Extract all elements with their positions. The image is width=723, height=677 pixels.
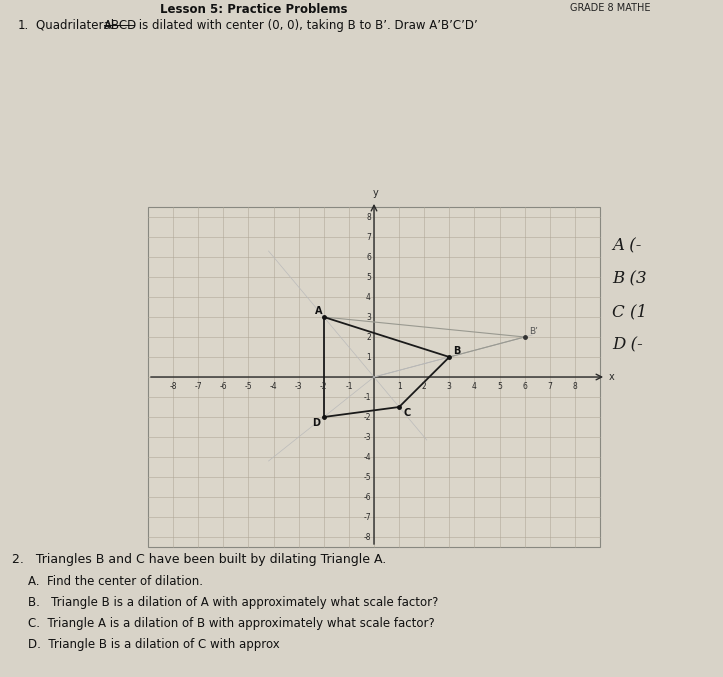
Text: x: x — [609, 372, 615, 382]
Text: -6: -6 — [220, 382, 227, 391]
Text: 8: 8 — [367, 213, 371, 221]
Text: -1: -1 — [345, 382, 353, 391]
Text: 6: 6 — [366, 253, 371, 261]
Text: D: D — [312, 418, 320, 428]
Text: -4: -4 — [270, 382, 278, 391]
Text: 6: 6 — [522, 382, 527, 391]
Text: 5: 5 — [497, 382, 502, 391]
Text: 5: 5 — [366, 273, 371, 282]
Text: -8: -8 — [169, 382, 177, 391]
Text: 4: 4 — [366, 292, 371, 301]
Text: -1: -1 — [364, 393, 371, 401]
Text: B: B — [453, 346, 461, 356]
Text: 2: 2 — [422, 382, 427, 391]
Text: -7: -7 — [364, 512, 371, 521]
Text: -3: -3 — [295, 382, 302, 391]
Text: 7: 7 — [366, 232, 371, 242]
Text: A.  Find the center of dilation.: A. Find the center of dilation. — [28, 575, 203, 588]
Text: 1: 1 — [367, 353, 371, 362]
Text: is dilated with center (0, 0), taking B to B’. Draw A’B’C’D’: is dilated with center (0, 0), taking B … — [135, 19, 478, 32]
Text: 1: 1 — [397, 382, 401, 391]
Text: 1.: 1. — [18, 19, 29, 32]
Text: 4: 4 — [472, 382, 477, 391]
Text: -2: -2 — [320, 382, 328, 391]
Text: -5: -5 — [244, 382, 252, 391]
Text: Quadrilateral: Quadrilateral — [36, 19, 118, 32]
Text: -7: -7 — [194, 382, 202, 391]
Text: D.  Triangle B is a dilation of C with approx: D. Triangle B is a dilation of C with ap… — [28, 638, 280, 651]
Text: 3: 3 — [366, 313, 371, 322]
Text: -2: -2 — [364, 412, 371, 422]
Text: C: C — [403, 408, 411, 418]
Text: -4: -4 — [364, 452, 371, 462]
Text: 3: 3 — [447, 382, 452, 391]
Text: 2: 2 — [367, 332, 371, 341]
Text: B’: B’ — [529, 327, 537, 336]
Text: ABCD: ABCD — [104, 19, 137, 32]
Text: B.   Triangle B is a dilation of A with approximately what scale factor?: B. Triangle B is a dilation of A with ap… — [28, 596, 438, 609]
Text: -6: -6 — [364, 492, 371, 502]
Text: C.  Triangle A is a dilation of B with approximately what scale factor?: C. Triangle A is a dilation of B with ap… — [28, 617, 435, 630]
Text: A (-: A (- — [612, 237, 641, 254]
Text: 2.   Triangles B and C have been built by dilating Triangle A.: 2. Triangles B and C have been built by … — [12, 553, 386, 566]
Text: -3: -3 — [364, 433, 371, 441]
Text: -5: -5 — [364, 473, 371, 481]
Text: A: A — [315, 306, 322, 316]
Text: Lesson 5: Practice Problems: Lesson 5: Practice Problems — [160, 3, 348, 16]
Text: D (-: D (- — [612, 336, 643, 353]
Text: GRADE 8 MATHE: GRADE 8 MATHE — [570, 3, 651, 13]
Text: 8: 8 — [573, 382, 577, 391]
Text: C (1: C (1 — [612, 303, 647, 320]
Text: -8: -8 — [364, 533, 371, 542]
Text: 7: 7 — [547, 382, 552, 391]
Bar — [148, 207, 600, 547]
Text: B (3: B (3 — [612, 270, 646, 287]
Text: y: y — [373, 188, 379, 198]
